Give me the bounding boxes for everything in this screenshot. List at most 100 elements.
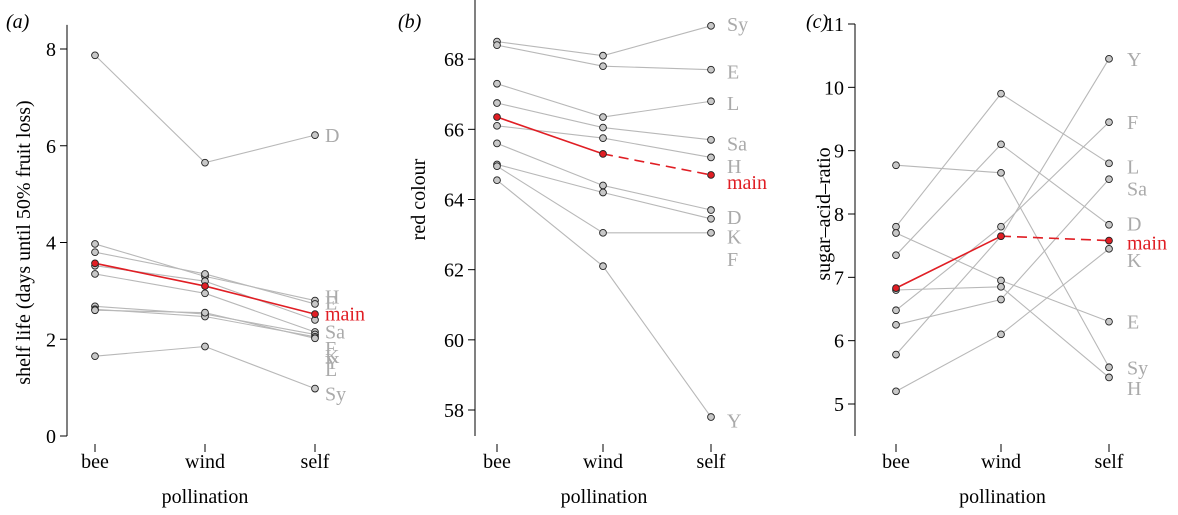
data-point-F bbox=[892, 306, 900, 315]
data-point-Y bbox=[599, 262, 607, 271]
data-point-Y bbox=[892, 350, 900, 359]
data-point-Y bbox=[493, 176, 501, 185]
data-point-L bbox=[201, 308, 209, 317]
data-point-Sa bbox=[707, 136, 715, 144]
y-tick-label: 58 bbox=[444, 400, 464, 422]
x-tick-label: wind bbox=[583, 451, 623, 473]
x-axis-label: pollination bbox=[959, 486, 1046, 508]
data-point-Sa bbox=[493, 99, 501, 107]
series-line-Sy bbox=[94, 345, 316, 390]
data-point-Y bbox=[1105, 54, 1113, 63]
data-point-K bbox=[599, 188, 607, 197]
panel-1: (a) 0 2 4 6 8 bee wind self pollination shelf life… bbox=[6, 11, 365, 508]
y-tick-label: 8 bbox=[834, 204, 844, 226]
series-line-D bbox=[94, 54, 316, 164]
y-tick-label: 9 bbox=[834, 141, 844, 163]
y-tick-label: 6 bbox=[834, 331, 844, 353]
y-tick-label: 2 bbox=[46, 329, 56, 351]
data-point-L bbox=[311, 334, 319, 343]
y-tick-label: 70 bbox=[444, 0, 464, 1]
data-point-main bbox=[201, 282, 209, 290]
data-point-E bbox=[311, 300, 319, 308]
y-tick-label: 6 bbox=[46, 136, 56, 158]
series-line-main bbox=[204, 285, 316, 315]
series-line-main bbox=[895, 235, 1002, 289]
series-end-label: H bbox=[325, 287, 339, 309]
data-point-Sy bbox=[599, 51, 607, 60]
x-tick-label: bee bbox=[81, 451, 109, 473]
series-end-label: K bbox=[1127, 250, 1142, 272]
series-end-label: Y bbox=[727, 411, 741, 433]
y-tick-label: 68 bbox=[444, 49, 464, 71]
y-tick-label: 0 bbox=[46, 426, 56, 448]
y-axis-label: sugar–acid–ratio bbox=[813, 147, 835, 280]
series-end-label: Y bbox=[325, 352, 339, 374]
data-point-Sa bbox=[892, 320, 900, 329]
series-line-Y bbox=[496, 179, 712, 418]
data-point-F bbox=[1105, 118, 1113, 127]
data-point-main bbox=[311, 310, 319, 318]
series-line-main bbox=[94, 262, 206, 287]
data-point-F bbox=[493, 162, 501, 171]
y-tick-label: 66 bbox=[444, 119, 464, 141]
series-end-label: D bbox=[1127, 214, 1141, 236]
series-end-label: F bbox=[727, 249, 738, 271]
data-point-F bbox=[599, 228, 607, 237]
panel-3: (c) 5 6 7 8 9 10 11 bee wind self pollination sugar–… bbox=[806, 11, 1167, 508]
series-end-label: Sa bbox=[727, 133, 747, 155]
data-point-main bbox=[997, 232, 1005, 241]
series-end-label: E bbox=[1127, 312, 1139, 334]
x-axis-label: pollination bbox=[162, 486, 249, 508]
data-point-E bbox=[493, 41, 501, 49]
series-end-label: H bbox=[727, 156, 741, 178]
data-point-L bbox=[599, 113, 607, 121]
data-point-Sy bbox=[997, 168, 1005, 177]
series-end-label: Sy bbox=[325, 383, 346, 405]
series-end-label: E bbox=[727, 61, 739, 83]
data-point-F bbox=[707, 228, 715, 237]
data-point-H bbox=[997, 282, 1005, 291]
data-point-D bbox=[1105, 220, 1113, 229]
data-point-D bbox=[493, 139, 501, 148]
series-end-label: D bbox=[325, 125, 339, 147]
panel-letter: (c) bbox=[806, 11, 829, 33]
series-end-label: L bbox=[727, 93, 739, 115]
series-end-label: Sa bbox=[325, 322, 345, 344]
data-point-D bbox=[997, 140, 1005, 149]
data-point-H bbox=[493, 121, 501, 130]
data-point-L bbox=[91, 306, 99, 315]
data-point-F bbox=[91, 270, 99, 278]
series-end-label: Sy bbox=[1127, 357, 1148, 379]
y-tick-label: 5 bbox=[834, 394, 844, 416]
data-point-Sy bbox=[201, 342, 209, 351]
data-point-Sy bbox=[311, 384, 319, 393]
series-end-label: main bbox=[325, 304, 365, 326]
data-point-Sy bbox=[707, 21, 715, 30]
y-tick-label: 7 bbox=[834, 267, 844, 289]
y-axis-label: shelf life (days until 50% fruit loss) bbox=[13, 100, 35, 384]
data-point-E bbox=[201, 270, 209, 278]
data-point-H bbox=[91, 240, 99, 248]
series-line-K bbox=[895, 248, 1110, 392]
data-point-E bbox=[91, 248, 99, 257]
data-point-E bbox=[707, 65, 715, 74]
y-axis-label: red colour bbox=[408, 158, 430, 240]
series-line-Sa bbox=[496, 102, 712, 141]
series-end-label: K bbox=[325, 346, 340, 368]
data-point-L bbox=[1105, 159, 1113, 168]
data-point-K bbox=[892, 387, 900, 396]
x-tick-label: wind bbox=[981, 451, 1021, 473]
series-end-label: main bbox=[727, 172, 767, 194]
data-point-H bbox=[599, 134, 607, 142]
data-point-Sa bbox=[599, 123, 607, 132]
y-tick-label: 11 bbox=[825, 14, 844, 36]
series-end-label: Sa bbox=[1127, 179, 1147, 201]
data-point-L bbox=[707, 97, 715, 106]
data-point-Y bbox=[707, 413, 715, 421]
data-point-H bbox=[1105, 373, 1113, 382]
series-line-L bbox=[895, 92, 1110, 228]
data-point-L bbox=[892, 222, 900, 231]
y-tick-label: 4 bbox=[46, 233, 56, 255]
series-end-label: F bbox=[1127, 112, 1138, 134]
data-point-K bbox=[997, 330, 1005, 339]
